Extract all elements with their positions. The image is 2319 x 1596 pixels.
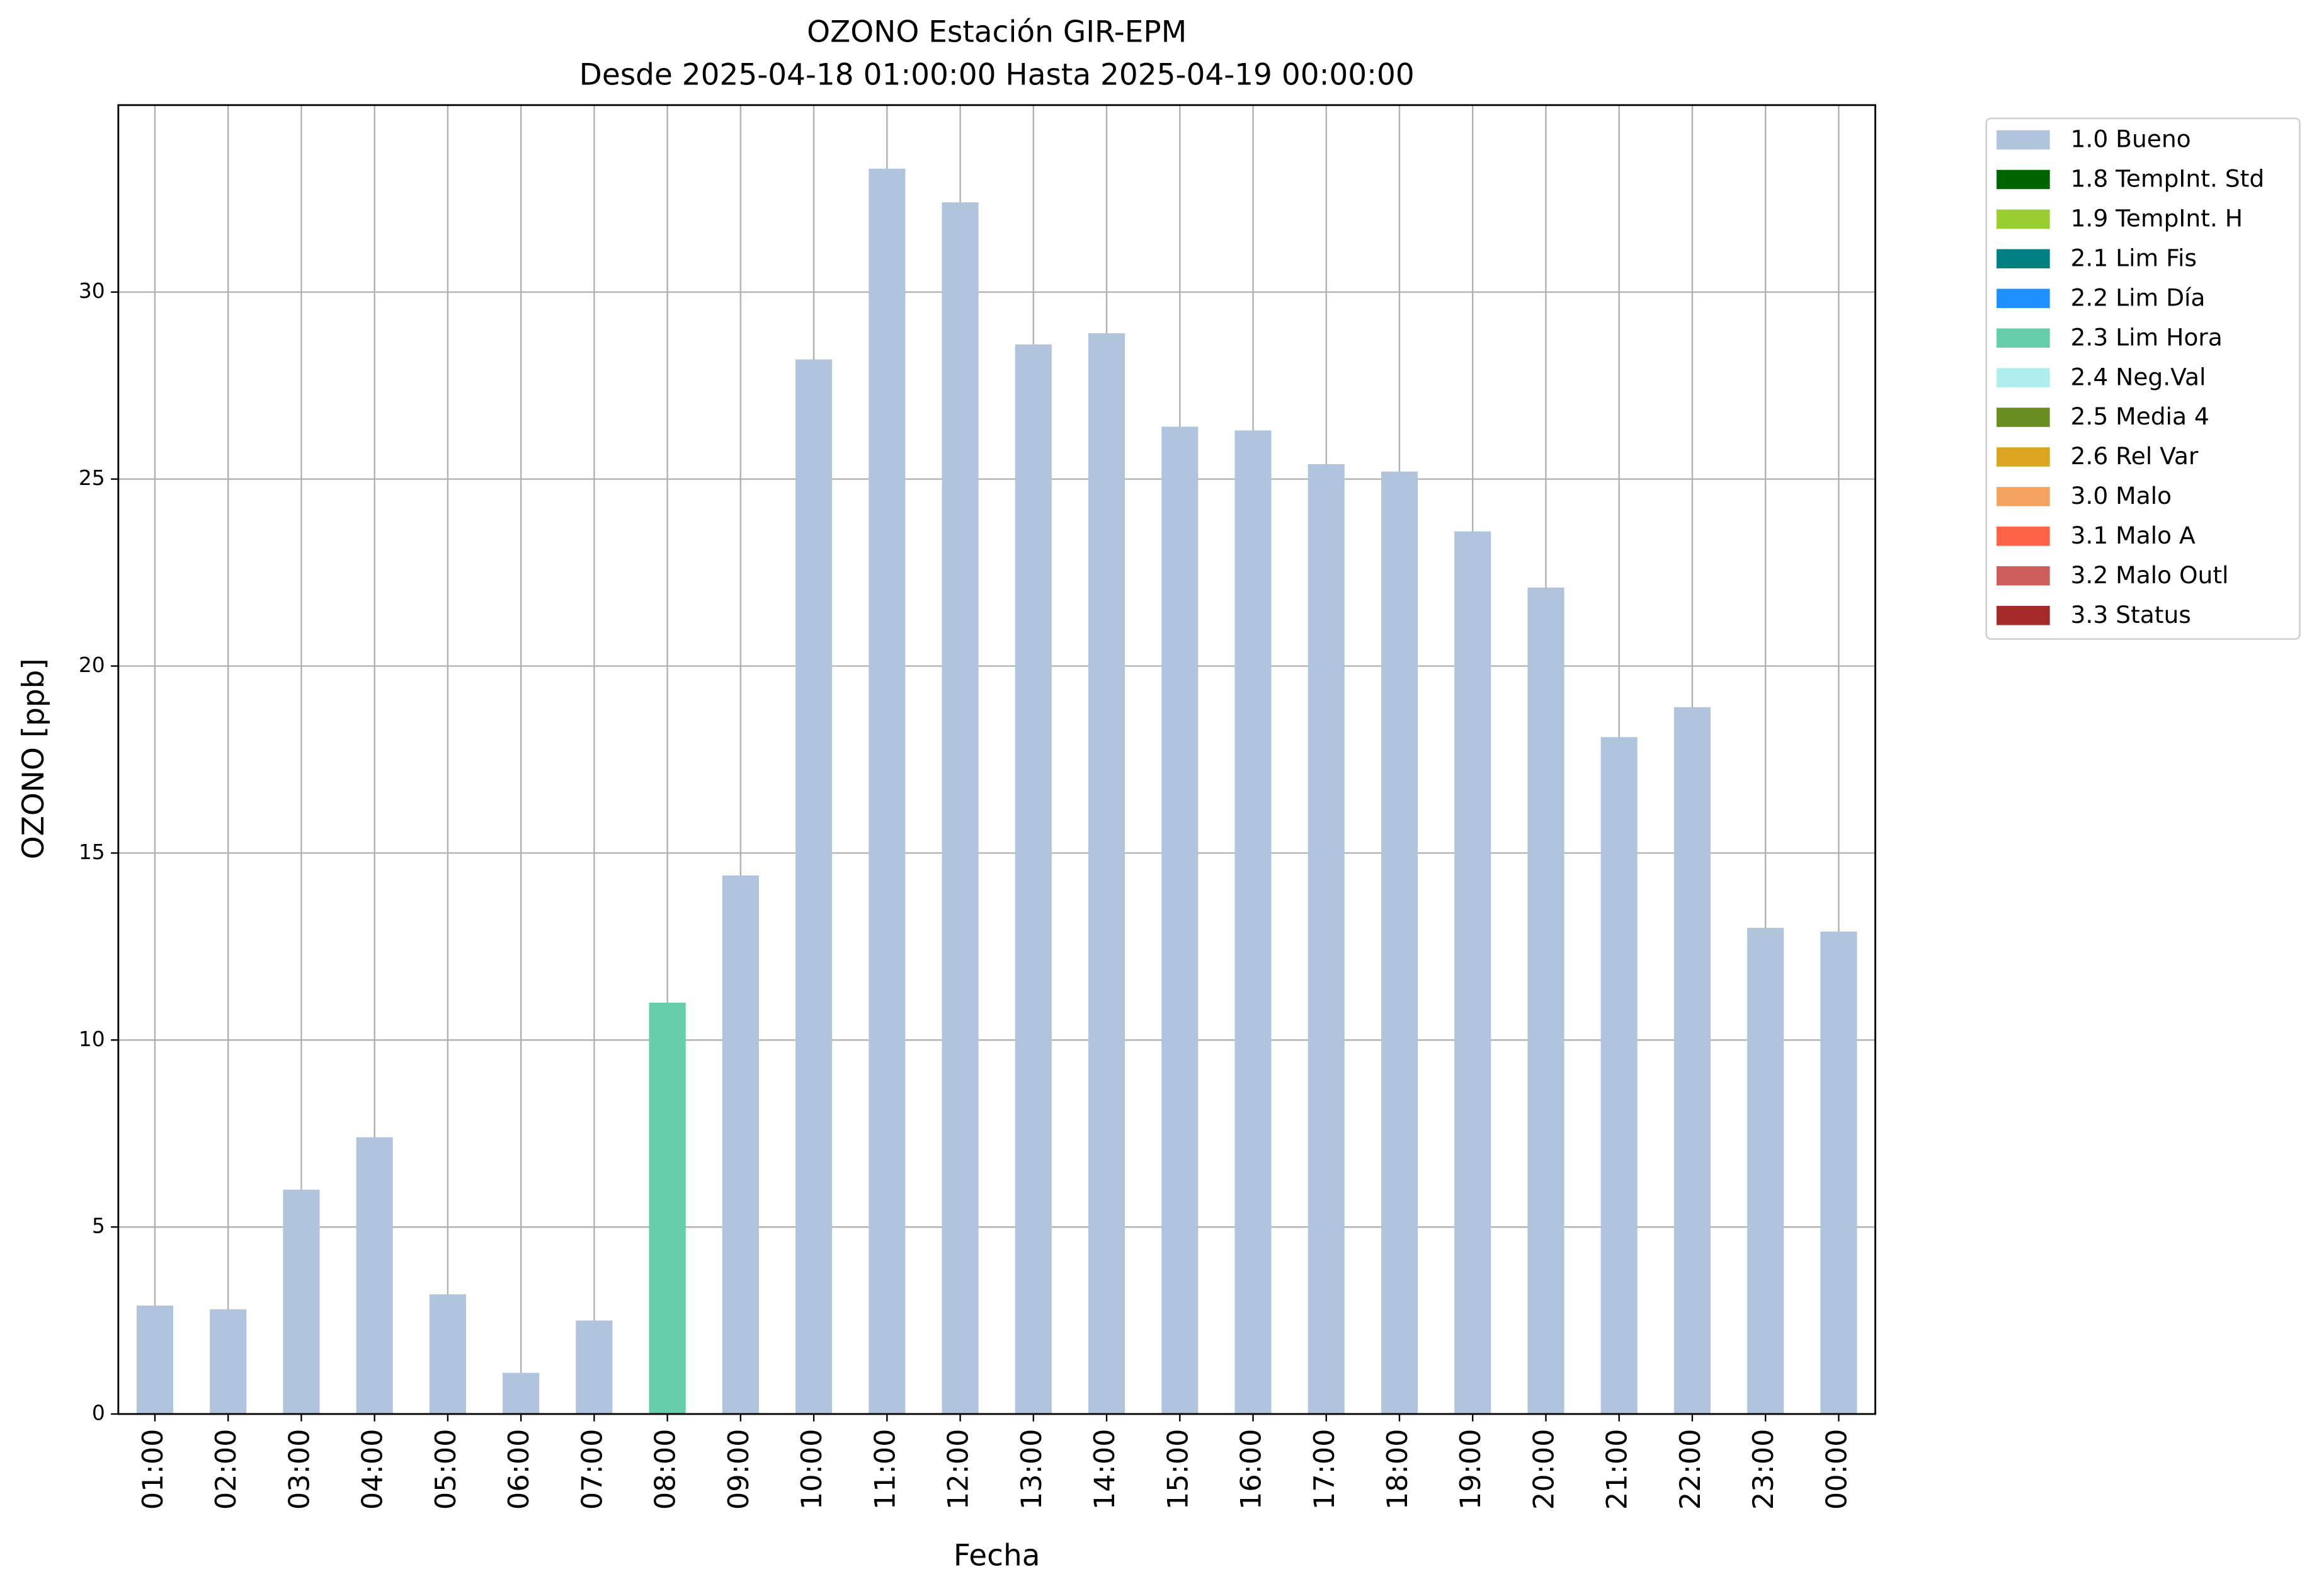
y-tick-label: 25 bbox=[79, 465, 105, 490]
x-tick-label: 14:00 bbox=[1088, 1429, 1121, 1510]
legend-swatch bbox=[1997, 408, 2050, 427]
x-tick-label: 12:00 bbox=[942, 1429, 975, 1510]
bar bbox=[1454, 531, 1491, 1415]
bar bbox=[1747, 928, 1784, 1415]
legend-box bbox=[1985, 117, 2301, 640]
legend-label: 2.5 Media 4 bbox=[2071, 402, 2209, 430]
bar bbox=[1381, 471, 1418, 1415]
bar bbox=[1234, 430, 1272, 1415]
bar bbox=[1527, 587, 1564, 1415]
x-tick-label: 07:00 bbox=[576, 1429, 608, 1510]
legend-label: 2.2 Lim Día bbox=[2071, 283, 2206, 311]
x-tick-label: 13:00 bbox=[1015, 1429, 1048, 1510]
axes: 0 5 10 15 20 25 30 01:00 02:00 03:00 04:00 05:00 06:… bbox=[79, 278, 1854, 1510]
legend-swatch bbox=[1997, 288, 2050, 309]
bar bbox=[1088, 333, 1125, 1415]
x-tick-label: 21:00 bbox=[1601, 1429, 1634, 1510]
legend-label: 2.1 Lim Fis bbox=[2071, 244, 2197, 272]
bar bbox=[576, 1320, 613, 1415]
y-tick-label: 20 bbox=[79, 653, 105, 677]
legend-swatch bbox=[1997, 368, 2050, 387]
x-axis-label: Fecha bbox=[954, 1538, 1040, 1573]
legend-label: 2.6 Rel Var bbox=[2071, 442, 2199, 470]
legend-label: 3.1 Malo A bbox=[2071, 522, 2196, 549]
x-tick-label: 20:00 bbox=[1527, 1429, 1560, 1510]
legend-swatch bbox=[1997, 169, 2050, 190]
bar bbox=[1600, 737, 1638, 1415]
bar bbox=[283, 1189, 320, 1415]
x-tick-label: 00:00 bbox=[1820, 1429, 1853, 1510]
plot-frame bbox=[117, 104, 1876, 1415]
x-tick-label: 04:00 bbox=[356, 1429, 389, 1510]
bar bbox=[1673, 707, 1711, 1415]
bar bbox=[1015, 344, 1052, 1415]
bar bbox=[429, 1294, 466, 1415]
x-tick-label: 16:00 bbox=[1235, 1429, 1268, 1510]
x-tick-label: 18:00 bbox=[1381, 1429, 1414, 1510]
legend-label: 1.8 TempInt. Std bbox=[2071, 165, 2265, 193]
x-tick-label: 06:00 bbox=[503, 1429, 535, 1510]
x-tick-label: 15:00 bbox=[1161, 1429, 1194, 1510]
x-tick-label: 02:00 bbox=[210, 1429, 242, 1510]
bar bbox=[649, 1002, 686, 1415]
legend: 1.0 Bueno 1.8 TempInt. Std 1.9 TempInt. H 2… bbox=[1997, 125, 2264, 629]
bar bbox=[1308, 464, 1345, 1415]
bar bbox=[356, 1137, 393, 1415]
legend-label: 2.3 Lim Hora bbox=[2071, 323, 2223, 351]
y-tick-label: 5 bbox=[92, 1214, 105, 1238]
legend-swatch bbox=[1997, 130, 2050, 150]
y-tick-label: 30 bbox=[79, 278, 105, 303]
legend-swatch bbox=[1997, 249, 2050, 269]
x-tick-label: 05:00 bbox=[430, 1429, 462, 1510]
legend-label: 1.0 Bueno bbox=[2071, 125, 2191, 153]
bar bbox=[1820, 932, 1857, 1415]
bar bbox=[942, 202, 979, 1415]
bar bbox=[869, 168, 906, 1415]
y-tick-label: 15 bbox=[79, 840, 105, 864]
bar bbox=[1161, 426, 1199, 1415]
x-tick-label: 01:00 bbox=[137, 1429, 169, 1510]
legend-swatch bbox=[1997, 447, 2050, 467]
x-tick-label: 23:00 bbox=[1747, 1429, 1780, 1510]
legend-swatch bbox=[1997, 527, 2050, 546]
bar bbox=[136, 1305, 174, 1415]
legend-label: 3.3 Status bbox=[2071, 601, 2191, 629]
y-axis-label: OZONO [ppb] bbox=[16, 658, 51, 859]
bar bbox=[503, 1372, 540, 1415]
legend-swatch bbox=[1997, 487, 2050, 506]
x-tick-label: 09:00 bbox=[722, 1429, 755, 1510]
legend-swatch bbox=[1997, 209, 2050, 229]
legend-label: 3.0 Malo bbox=[2071, 482, 2172, 510]
x-tick-label: 03:00 bbox=[283, 1429, 316, 1510]
legend-label: 1.9 TempInt. H bbox=[2071, 205, 2243, 232]
x-tick-label: 08:00 bbox=[649, 1429, 682, 1510]
y-tick-label: 10 bbox=[79, 1027, 105, 1051]
x-tick-label: 10:00 bbox=[795, 1429, 828, 1510]
bar bbox=[795, 359, 833, 1415]
bar bbox=[722, 875, 759, 1415]
chart-subtitle: Desde 2025-04-18 01:00:00 Hasta 2025-04-… bbox=[579, 58, 1415, 93]
legend-label: 2.4 Neg.Val bbox=[2071, 363, 2206, 390]
legend-swatch bbox=[1997, 328, 2050, 348]
legend-label: 3.2 Malo Outl bbox=[2071, 561, 2229, 589]
x-tick-label: 17:00 bbox=[1308, 1429, 1341, 1510]
chart-title: OZONO Estación GIR-EPM bbox=[807, 15, 1187, 50]
legend-swatch bbox=[1997, 566, 2050, 586]
x-tick-label: 22:00 bbox=[1674, 1429, 1707, 1510]
y-tick-label: 0 bbox=[92, 1401, 105, 1425]
bar bbox=[210, 1309, 247, 1415]
legend-swatch bbox=[1997, 605, 2050, 625]
x-tick-label: 19:00 bbox=[1454, 1429, 1487, 1510]
bars bbox=[136, 168, 1857, 1415]
x-tick-label: 11:00 bbox=[869, 1429, 901, 1510]
